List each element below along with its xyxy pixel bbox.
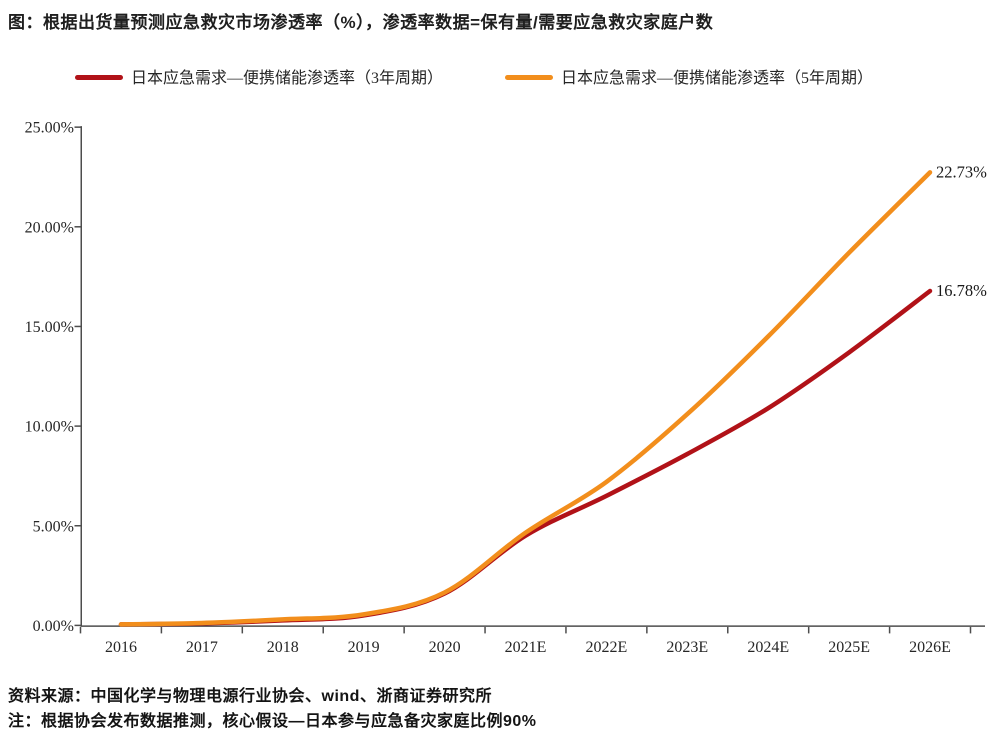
y-axis-tick-label: 20.00% xyxy=(25,219,74,236)
chart-title: 图：根据出货量预测应急救灾市场渗透率（%），渗透率数据=保有量/需要应急救灾家庭… xyxy=(8,13,714,32)
source-text: 资料来源：中国化学与物理电源行业协会、wind、浙商证券研究所 xyxy=(8,688,492,705)
legend-line-swatch-5yr xyxy=(505,75,553,81)
chart-footer: 资料来源：中国化学与物理电源行业协会、wind、浙商证券研究所 注：根据协会发布… xyxy=(8,684,988,734)
y-axis-tick-label: 10.00% xyxy=(25,419,74,436)
legend-label-5yr: 日本应急需求—便携储能渗透率（5年周期） xyxy=(561,70,874,87)
x-axis-category-label: 2018 xyxy=(267,639,299,656)
x-axis-category-label: 2025E xyxy=(828,639,870,656)
legend-item-3yr-cycle: 日本应急需求—便携储能渗透率（3年周期） xyxy=(75,68,443,90)
y-axis-tick-label: 0.00% xyxy=(33,618,74,635)
series-end-label-cycle5: 22.73% xyxy=(936,162,987,181)
x-axis-category-label: 2022E xyxy=(586,639,628,656)
y-axis-tick-label: 5.00% xyxy=(33,518,74,535)
x-axis-category-label: 2024E xyxy=(747,639,789,656)
y-axis-tick-label: 25.00% xyxy=(25,120,74,137)
note-text: 注：根据协会发布数据推测，核心假设—日本参与应急备灾家庭比例90% xyxy=(8,713,537,730)
x-axis-category-label: 2023E xyxy=(666,639,708,656)
series-end-label-cycle3: 16.78% xyxy=(936,281,987,300)
x-axis-category-label: 2019 xyxy=(348,639,380,656)
series-line-cycle3 xyxy=(118,288,933,627)
series-line-cycle5 xyxy=(118,170,933,627)
x-axis-category-label: 2016 xyxy=(105,639,137,656)
legend-label-3yr: 日本应急需求—便携储能渗透率（3年周期） xyxy=(131,70,444,87)
x-axis-category-label: 2020 xyxy=(429,639,461,656)
legend-item-5yr-cycle: 日本应急需求—便携储能渗透率（5年周期） xyxy=(505,68,873,90)
x-axis-category-label: 2026E xyxy=(909,639,951,656)
legend-line-swatch-3yr xyxy=(75,75,123,81)
y-axis-tick-label: 15.00% xyxy=(25,319,74,336)
x-axis-category-label: 2021E xyxy=(505,639,547,656)
x-axis-category-label: 2017 xyxy=(186,639,218,656)
